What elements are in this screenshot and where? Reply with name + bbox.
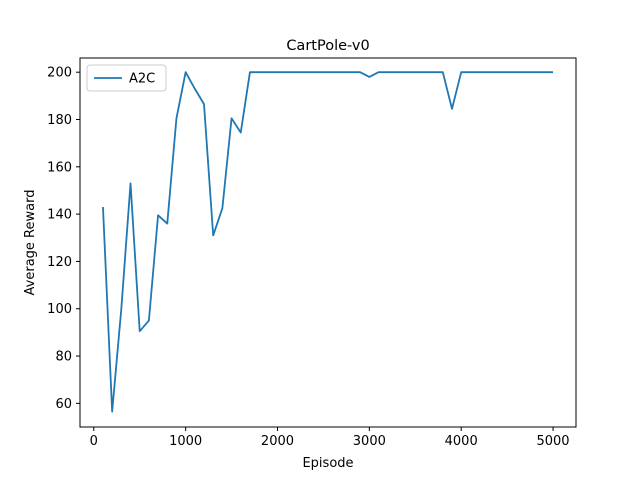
x-tick-label: 1000 [169,434,202,449]
y-tick-label: 140 [47,208,72,223]
x-axis-label: Episode [302,456,353,471]
y-tick-label: 60 [55,397,72,412]
y-tick-label: 200 [47,66,72,81]
chart-title: CartPole-v0 [286,38,369,54]
x-tick-label: 2000 [261,434,294,449]
x-tick-label: 3000 [353,434,386,449]
x-tick-label: 5000 [536,434,569,449]
plot-frame [79,57,577,428]
x-tick-label: 4000 [445,434,478,449]
series-line-a2c [102,71,554,413]
x-tick-label: 0 [90,434,98,449]
y-axis: 60 80 100 120 140 160 180 200 [47,66,80,412]
y-tick-label: 100 [47,302,72,317]
y-tick-label: 120 [47,255,72,270]
x-axis: 0 1000 2000 3000 4000 5000 [90,427,570,449]
y-tick-label: 160 [47,160,72,175]
legend: A2C [86,64,167,92]
y-tick-label: 180 [47,113,72,128]
y-axis-label: Average Reward [23,190,38,296]
legend-box [86,64,167,92]
legend-label: A2C [129,72,155,87]
plot-area [79,57,577,428]
y-tick-label: 80 [55,350,72,365]
series-layer [102,71,554,413]
